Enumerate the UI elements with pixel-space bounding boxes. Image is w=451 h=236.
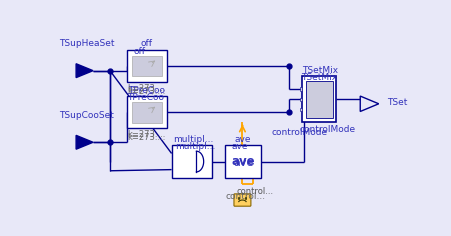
FancyBboxPatch shape (234, 194, 250, 206)
Bar (225, 145, 260, 178)
Bar (302, 76, 336, 122)
Text: multipl...: multipl... (173, 135, 213, 144)
Text: TSetMix: TSetMix (302, 66, 338, 75)
Bar (171, 145, 211, 178)
Text: ave: ave (231, 142, 248, 151)
Polygon shape (76, 64, 93, 78)
Text: controlMode: controlMode (271, 128, 327, 137)
Text: off: off (141, 39, 152, 48)
Text: ave: ave (231, 155, 254, 168)
Polygon shape (76, 135, 93, 149)
Text: TPreCoo: TPreCoo (127, 93, 164, 102)
Bar (299, 108, 302, 111)
Bar (299, 98, 302, 101)
Text: control...: control... (225, 192, 265, 201)
Text: k=273....: k=273.... (127, 133, 165, 142)
Bar (131, 56, 162, 76)
Text: control...: control... (236, 187, 273, 196)
Text: k=273....: k=273.... (127, 84, 165, 93)
Text: off: off (133, 47, 145, 56)
Text: multipl...: multipl... (174, 142, 215, 151)
Text: TSetMix: TSetMix (300, 73, 336, 82)
Bar (305, 81, 332, 118)
Text: ave: ave (235, 135, 251, 144)
Text: k=273....: k=273.... (127, 130, 165, 139)
Text: TSupCooSet: TSupCooSet (59, 111, 114, 120)
Text: TSet: TSet (387, 98, 407, 107)
Text: TSupHeaSet: TSupHeaSet (59, 39, 115, 48)
Bar (127, 96, 166, 128)
Text: TPreCoo: TPreCoo (128, 85, 165, 95)
Text: controlMode: controlMode (299, 125, 355, 134)
Text: k=273....: k=273.... (127, 87, 165, 96)
Bar (299, 88, 302, 91)
Text: ave: ave (233, 158, 253, 168)
Bar (127, 50, 166, 82)
Bar (131, 102, 162, 122)
